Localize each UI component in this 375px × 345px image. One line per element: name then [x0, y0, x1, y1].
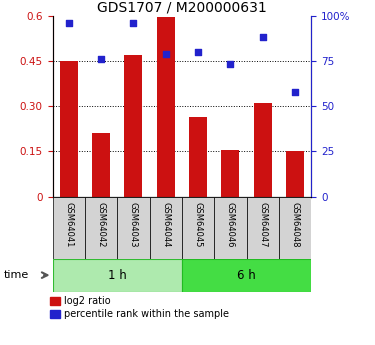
Text: GSM64041: GSM64041 [64, 201, 73, 247]
Point [98, 56, 104, 62]
Text: GSM64046: GSM64046 [226, 201, 235, 247]
Bar [286, 151, 304, 197]
Point [260, 34, 266, 40]
Bar [117, 197, 150, 259]
Text: 1 h: 1 h [108, 269, 126, 282]
Point [130, 20, 136, 26]
Bar [150, 197, 182, 259]
Legend: log2 ratio, percentile rank within the sample: log2 ratio, percentile rank within the s… [50, 296, 230, 319]
Title: GDS1707 / M200000631: GDS1707 / M200000631 [97, 0, 267, 14]
Bar [222, 150, 239, 197]
Text: GSM64047: GSM64047 [258, 201, 267, 247]
Bar [85, 197, 117, 259]
Text: time: time [4, 270, 29, 280]
Bar [247, 197, 279, 259]
Point [66, 20, 72, 26]
Bar [182, 197, 214, 259]
Point [227, 62, 233, 67]
Text: GSM64048: GSM64048 [291, 201, 300, 247]
Bar [53, 197, 85, 259]
Bar [53, 259, 182, 292]
Bar [124, 55, 142, 197]
Bar [214, 197, 247, 259]
Text: GSM64044: GSM64044 [161, 201, 170, 247]
Bar [92, 133, 110, 197]
Bar [279, 197, 311, 259]
Bar [189, 117, 207, 197]
Point [163, 51, 169, 56]
Text: GSM64042: GSM64042 [96, 201, 105, 247]
Bar [60, 61, 78, 197]
Bar [182, 259, 311, 292]
Bar [157, 17, 175, 197]
Text: 6 h: 6 h [237, 269, 256, 282]
Point [195, 49, 201, 55]
Text: GSM64045: GSM64045 [194, 201, 202, 247]
Text: GSM64043: GSM64043 [129, 201, 138, 247]
Bar [254, 103, 272, 197]
Point [292, 89, 298, 95]
